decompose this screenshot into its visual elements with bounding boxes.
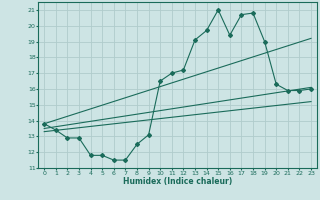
X-axis label: Humidex (Indice chaleur): Humidex (Indice chaleur): [123, 177, 232, 186]
